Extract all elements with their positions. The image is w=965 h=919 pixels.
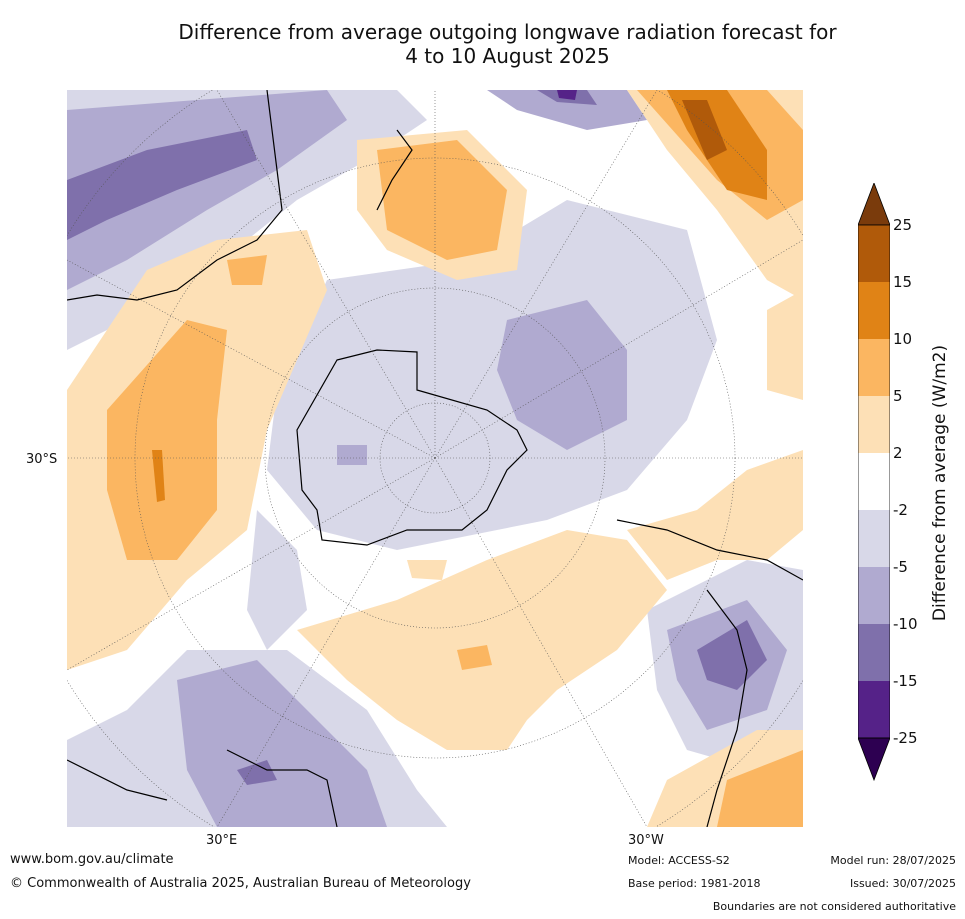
base-period-text: Base period: 1981-2018	[628, 877, 761, 890]
colorbar-tick: 10	[893, 330, 913, 348]
model-text: Model: ACCESS-S2	[628, 854, 730, 867]
title-line-1: Difference from average outgoing longwav…	[178, 20, 837, 44]
colorbar-segment-m5-m2	[858, 510, 890, 567]
australia-coastline	[226, 749, 338, 827]
issued-text: Issued: 30/07/2025	[849, 877, 956, 890]
longitude-label-30w: 30°W	[628, 833, 664, 848]
colorbar-segment-10-15	[858, 282, 890, 339]
south-america-west-coastline	[706, 589, 748, 827]
map-title: Difference from average outgoing longwav…	[70, 20, 945, 68]
coastlines	[67, 90, 803, 827]
colorbar-tick: 5	[893, 387, 903, 405]
new-zealand-coastline	[376, 129, 413, 211]
antarctica-coastline	[296, 349, 528, 546]
latitude-label-30s: 30°S	[26, 452, 58, 467]
disclaimer-text: Boundaries are not considered authoritat…	[712, 900, 956, 913]
title-line-2: 4 to 10 August 2025	[405, 44, 610, 68]
colorbar-tick: 25	[893, 216, 913, 234]
colorbar-segment-m10-m5	[858, 567, 890, 624]
positive-anomaly-regions	[67, 90, 803, 827]
colorbar-tick: -25	[893, 729, 918, 747]
colorbar	[857, 181, 891, 783]
website-link[interactable]: www.bom.gov.au/climate	[10, 852, 174, 867]
colorbar-segment-m2-2	[858, 453, 890, 510]
colorbar-segment-2-5	[858, 396, 890, 453]
copyright-text: © Commonwealth of Australia 2025, Austra…	[10, 876, 471, 891]
western-coastline	[67, 759, 168, 801]
colorbar-tick: 15	[893, 273, 913, 291]
colorbar-label: Difference from average (W/m2)	[930, 344, 950, 622]
longitude-label-30e: 30°E	[206, 833, 238, 848]
colorbar-svg	[857, 181, 891, 782]
negative-anomaly-regions	[67, 90, 803, 827]
south-america-coastline	[616, 519, 803, 581]
graticule	[67, 90, 803, 827]
colorbar-segment-m15-m10	[858, 624, 890, 681]
colorbar-tick: 2	[893, 444, 903, 462]
colorbar-tick: -2	[893, 501, 908, 519]
colorbar-tick: -10	[893, 615, 918, 633]
colorbar-segment-5-10	[858, 339, 890, 396]
colorbar-tick: -15	[893, 672, 918, 690]
colorbar-bottom-extension	[857, 737, 891, 782]
colorbar-top-extension	[857, 181, 891, 226]
model-run-text: Model run: 28/07/2025	[830, 854, 956, 867]
map-canvas	[67, 90, 803, 827]
colorbar-tick: -5	[893, 558, 908, 576]
colorbar-segment-m25-m15	[858, 681, 890, 738]
colorbar-segment-15-25	[858, 225, 890, 282]
polar-map	[67, 90, 803, 827]
africa-coastline	[67, 90, 283, 301]
